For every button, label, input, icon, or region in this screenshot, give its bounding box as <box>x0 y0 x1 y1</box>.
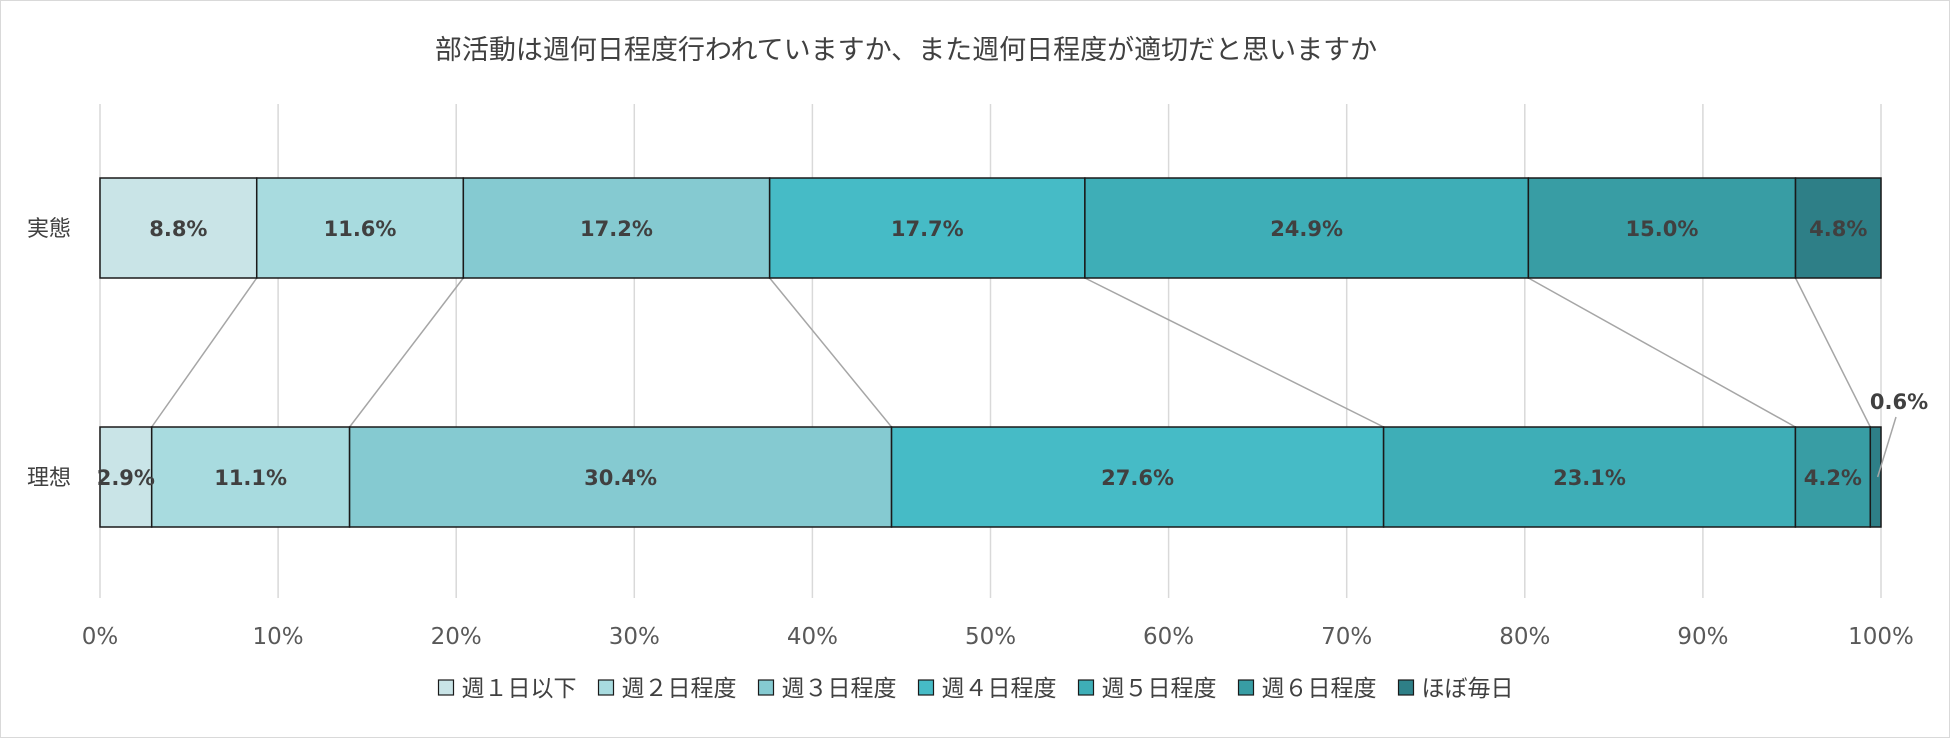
bar-segment <box>150 426 351 528</box>
leader-line <box>1876 416 1897 478</box>
bar-segment <box>1084 177 1530 279</box>
legend-swatch <box>917 679 935 696</box>
legend-swatch <box>1237 679 1255 696</box>
legend-swatch <box>1397 679 1415 696</box>
data-label: 17.7% <box>891 217 964 241</box>
data-label: 27.6% <box>1101 466 1174 490</box>
bar-segment <box>1869 426 1882 528</box>
x-tick-label: 100% <box>1848 624 1914 650</box>
bar-segments <box>99 177 1882 528</box>
legend-label: 週４日程度 <box>942 676 1057 702</box>
data-labels: 8.8% 11.6% 17.2% 17.7% 24.9% 15.0% 4.8% 2.9% 11.… <box>97 217 1928 490</box>
series-line <box>1084 277 1384 428</box>
data-label: 0.6% <box>1870 390 1928 414</box>
legend-label: 週５日程度 <box>1102 676 1217 702</box>
value-axis-ticks: 0% 10% 20% 30% 40% 50% 60% 70% 80% 90% 100% <box>82 624 1914 650</box>
data-label: 30.4% <box>584 466 657 490</box>
data-label: 2.9% <box>97 466 155 490</box>
x-tick-label: 30% <box>609 624 660 650</box>
data-label: 4.8% <box>1809 217 1867 241</box>
data-label: 23.1% <box>1553 466 1626 490</box>
bar-segment <box>1527 177 1797 279</box>
chart-title: 部活動は週何日程度行われていますか、また週何日程度が適切だと思いますか <box>435 35 1377 66</box>
x-tick-label: 70% <box>1321 624 1372 650</box>
legend-label: 週１日以下 <box>462 676 577 702</box>
x-tick-label: 40% <box>787 624 838 650</box>
legend-item: 週３日程度 <box>757 676 897 702</box>
x-tick-label: 50% <box>965 624 1016 650</box>
series-line <box>348 277 464 428</box>
legend-item: 週２日程度 <box>597 676 737 702</box>
series-line <box>769 277 893 428</box>
legend-item: 週４日程度 <box>917 676 1057 702</box>
bar-segment <box>462 177 771 279</box>
bar-segment <box>1794 177 1882 279</box>
legend-label: ほぼ毎日 <box>1422 676 1514 702</box>
data-label: 17.2% <box>580 217 653 241</box>
bar-segment <box>348 426 893 528</box>
category-label: 実態 <box>27 217 71 242</box>
legend-label: 週６日程度 <box>1262 676 1377 702</box>
legend-swatch <box>597 679 615 696</box>
series-line <box>1527 277 1796 428</box>
bar-segment <box>99 177 258 279</box>
data-label: 4.2% <box>1804 466 1862 490</box>
legend-label: 週２日程度 <box>622 676 737 702</box>
series-connector-lines <box>151 277 1871 428</box>
legend-swatch <box>437 679 455 696</box>
x-tick-label: 80% <box>1499 624 1550 650</box>
x-tick-label: 0% <box>82 624 119 650</box>
data-label: 24.9% <box>1270 217 1343 241</box>
x-tick-label: 20% <box>431 624 482 650</box>
category-label: 理想 <box>27 466 71 491</box>
data-label: 11.1% <box>214 466 287 490</box>
series-line <box>151 277 258 428</box>
x-tick-label: 10% <box>253 624 304 650</box>
legend-swatch <box>757 679 775 696</box>
legend-item: 週１日以下 <box>437 676 577 702</box>
legend-label: 週３日程度 <box>782 676 897 702</box>
data-label: 15.0% <box>1626 217 1699 241</box>
legend-item: 週５日程度 <box>1077 676 1217 702</box>
x-tick-label: 60% <box>1143 624 1194 650</box>
bar-segment <box>1382 426 1797 528</box>
bar-segment <box>1794 426 1872 528</box>
legend-item: 週６日程度 <box>1237 676 1377 702</box>
legend-swatch <box>1077 679 1095 696</box>
bar-segment <box>890 426 1385 528</box>
series-line <box>1794 277 1871 428</box>
x-tick-label: 90% <box>1677 624 1728 650</box>
legend-item: ほぼ毎日 <box>1397 676 1514 702</box>
legend: 週１日以下 週２日程度 週３日程度 週４日程度 週５日程度 週６日程度 ほぼ毎日 <box>437 676 1514 702</box>
bar-segment <box>768 177 1086 279</box>
data-label: 11.6% <box>324 217 397 241</box>
bar-segment <box>255 177 465 279</box>
data-label: 8.8% <box>149 217 207 241</box>
